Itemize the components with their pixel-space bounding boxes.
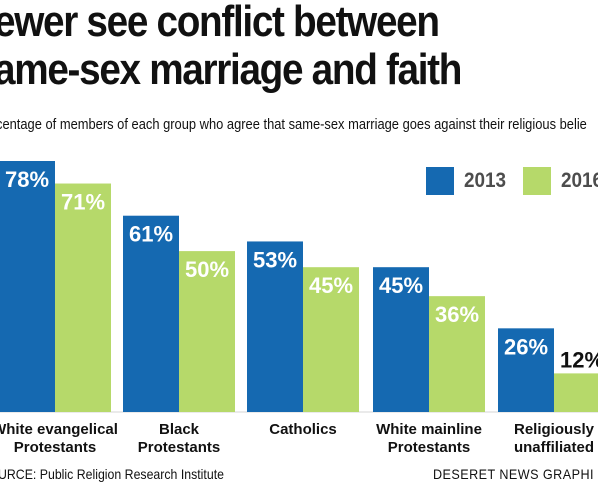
- category-label-0-1: Protestants: [14, 439, 97, 456]
- category-label-3-0: White mainline: [376, 421, 482, 438]
- legend-item-2013: 2013: [426, 166, 511, 196]
- chart-subtitle: centage of members of each group who agr…: [0, 116, 587, 133]
- bar-2016-3: [429, 296, 485, 412]
- bar-2013-1: [123, 215, 179, 412]
- category-label-4-1: unaffiliated: [514, 439, 594, 456]
- data-label-2013-3: 45%: [379, 273, 423, 298]
- bar-2016-1: [179, 251, 235, 412]
- bar-2013-0: [0, 161, 55, 412]
- category-label-2-0: Catholics: [269, 421, 337, 438]
- chart-title-line-2: ame-sex marriage and faith: [0, 45, 462, 94]
- bar-2016-0: [55, 183, 111, 412]
- category-label-1-1: Protestants: [138, 439, 221, 456]
- bar-2013-4: [498, 328, 554, 412]
- data-label-2016-0: 71%: [61, 190, 105, 215]
- category-label-3-1: Protestants: [388, 439, 471, 456]
- data-label-2013-1: 61%: [129, 222, 173, 247]
- data-label-2016-3: 36%: [435, 302, 479, 327]
- bar-2013-2: [247, 241, 303, 412]
- data-label-2016-1: 50%: [185, 257, 229, 282]
- bar-2016-4: [554, 373, 598, 412]
- data-label-2016-4: 12%: [560, 347, 598, 372]
- data-label-2013-0: 78%: [5, 167, 49, 192]
- chart-title-line-1: ewer see conflict between: [0, 0, 440, 46]
- legend-swatch-2016: [523, 167, 551, 195]
- bar-2013-3: [373, 267, 429, 412]
- legend-label-2016: 2016: [561, 169, 598, 192]
- data-label-2016-2: 45%: [309, 273, 353, 298]
- data-label-2013-4: 26%: [504, 334, 548, 359]
- legend-label-2013: 2013: [464, 169, 507, 192]
- category-label-4-0: Religiously: [514, 421, 595, 438]
- source-note: URCE: Public Religion Research Institute: [0, 466, 224, 482]
- bar-2016-2: [303, 267, 359, 412]
- data-label-2013-2: 53%: [253, 247, 297, 272]
- legend-item-2016: 2016: [523, 166, 598, 196]
- legend-swatch-2013: [426, 167, 454, 195]
- category-label-1-0: Black: [159, 421, 200, 438]
- graphic-credit: DESERET NEWS GRAPHI: [433, 466, 594, 482]
- category-label-0-0: White evangelical: [0, 421, 118, 438]
- chart-title: ewer see conflict between ame-sex marria…: [0, 0, 462, 94]
